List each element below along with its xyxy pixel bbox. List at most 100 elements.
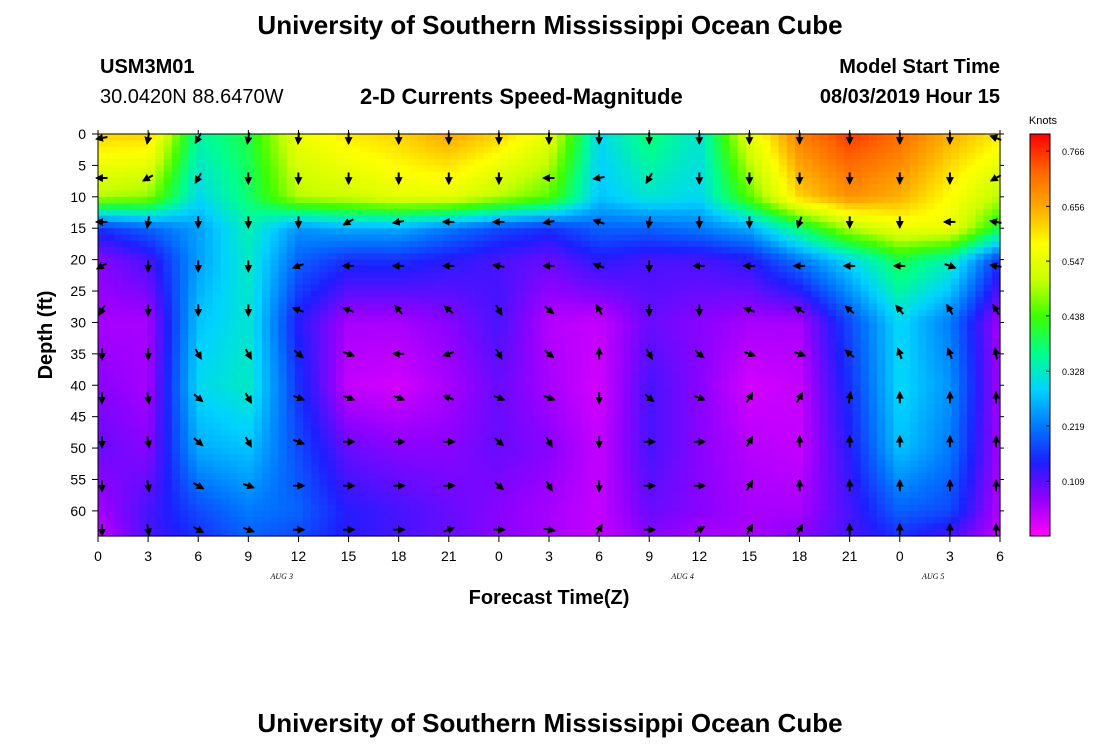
heatmap-cell: [212, 228, 222, 236]
heatmap-cell: [860, 366, 870, 374]
heatmap-cell: [770, 385, 780, 393]
heatmap-cell: [713, 366, 722, 374]
heatmap-cell: [212, 366, 222, 374]
heatmap-cell: [983, 165, 993, 173]
heatmap-cell: [622, 284, 632, 292]
heatmap-cell: [368, 328, 378, 336]
heatmap-cell: [508, 309, 517, 317]
heatmap-cell: [393, 247, 402, 254]
heatmap-cell: [360, 215, 370, 223]
heatmap-cell: [163, 385, 173, 393]
heatmap-cell: [262, 215, 271, 223]
heatmap-cell: [991, 316, 1001, 324]
heatmap-cell: [836, 234, 845, 242]
heatmap-cell: [901, 259, 911, 267]
heatmap-cell: [499, 159, 509, 167]
heatmap-cell: [155, 171, 165, 179]
heatmap-cell: [450, 152, 460, 160]
heatmap-cell: [778, 272, 788, 280]
heatmap-cell: [729, 159, 739, 167]
heatmap-cell: [737, 322, 747, 330]
heatmap-cell: [327, 322, 337, 330]
heatmap-cell: [868, 328, 878, 336]
heatmap-cell: [385, 328, 394, 336]
heatmap-cell: [721, 322, 730, 330]
heatmap-cell: [516, 347, 525, 355]
heatmap-cell: [483, 184, 493, 192]
heatmap-cell: [762, 366, 771, 374]
heatmap-cell: [581, 272, 591, 280]
heatmap-cell: [130, 378, 140, 386]
heatmap-cell: [975, 309, 985, 317]
heatmap-cell: [745, 322, 755, 330]
heatmap-cell: [253, 140, 263, 148]
heatmap-cell: [147, 152, 156, 160]
heatmap-cell: [786, 215, 796, 223]
heatmap-cell: [188, 353, 197, 361]
heatmap-cell: [549, 140, 558, 148]
heatmap-cell: [475, 177, 484, 185]
heatmap-cell: [508, 397, 517, 405]
heatmap-cell: [122, 140, 132, 148]
heatmap-cell: [696, 140, 706, 148]
heatmap-cell: [926, 265, 935, 273]
heatmap-cell: [803, 221, 812, 229]
heatmap-cell: [901, 159, 911, 167]
heatmap-cell: [967, 221, 976, 229]
heatmap-cell: [417, 316, 427, 324]
heatmap-cell: [827, 316, 837, 324]
heatmap-cell: [196, 291, 206, 298]
heatmap-cell: [212, 140, 222, 148]
heatmap-cell: [270, 209, 279, 217]
heatmap-cell: [950, 316, 960, 324]
heatmap-cell: [639, 391, 648, 399]
heatmap-cell: [540, 360, 550, 368]
heatmap-cell: [360, 221, 370, 229]
heatmap-cell: [950, 146, 960, 154]
heatmap-cell: [942, 291, 952, 298]
heatmap-cell: [516, 278, 525, 286]
heatmap-cell: [245, 316, 255, 324]
heatmap-cell: [754, 152, 763, 160]
heatmap-cell: [565, 228, 575, 236]
heatmap-cell: [516, 240, 525, 248]
heatmap-cell: [811, 341, 821, 349]
heatmap-cell: [319, 215, 329, 223]
heatmap-cell: [426, 322, 435, 330]
heatmap-cell: [819, 328, 829, 336]
heatmap-cell: [590, 316, 599, 324]
heatmap-cell: [524, 322, 534, 330]
heatmap-cell: [836, 209, 845, 217]
heatmap-cell: [877, 159, 886, 167]
heatmap-cell: [647, 165, 657, 173]
heatmap-cell: [729, 322, 739, 330]
heatmap-cell: [294, 203, 304, 210]
heatmap-cell: [754, 385, 763, 393]
heatmap-cell: [631, 397, 640, 405]
heatmap-cell: [401, 240, 411, 248]
heatmap-cell: [196, 203, 206, 210]
heatmap-cell: [983, 385, 993, 393]
heatmap-cell: [221, 366, 230, 374]
heatmap-cell: [549, 316, 558, 324]
heatmap-cell: [819, 247, 829, 254]
heatmap-cell: [631, 240, 640, 248]
heatmap-cell: [327, 228, 337, 236]
heatmap-cell: [524, 152, 534, 160]
heatmap-cell: [631, 134, 640, 141]
heatmap-cell: [122, 316, 132, 324]
heatmap-cell: [229, 335, 238, 342]
heatmap-cell: [713, 209, 722, 217]
heatmap-cell: [778, 247, 788, 254]
heatmap-cell: [360, 140, 370, 148]
heatmap-cell: [229, 278, 238, 286]
heatmap-cell: [106, 146, 115, 154]
heatmap-cell: [221, 221, 230, 229]
heatmap-cell: [458, 171, 468, 179]
heatmap-cell: [155, 328, 165, 336]
heatmap-cell: [786, 247, 796, 254]
heatmap-cell: [237, 372, 247, 380]
heatmap-cell: [852, 316, 862, 324]
heatmap-cell: [598, 196, 607, 204]
heatmap-cell: [762, 328, 771, 336]
